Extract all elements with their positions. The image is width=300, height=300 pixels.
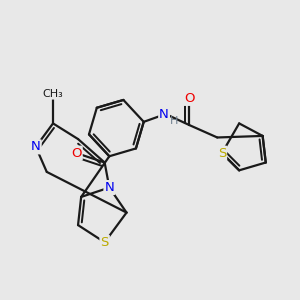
Text: H: H — [170, 116, 178, 126]
Text: O: O — [184, 92, 194, 105]
Text: N: N — [104, 181, 114, 194]
Text: N: N — [159, 107, 169, 121]
Text: N: N — [31, 140, 41, 153]
Text: S: S — [100, 236, 109, 249]
Text: CH₃: CH₃ — [43, 89, 63, 99]
Text: O: O — [71, 147, 82, 160]
Text: S: S — [218, 147, 226, 160]
